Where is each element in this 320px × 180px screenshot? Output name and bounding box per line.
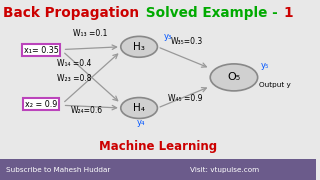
Text: O₅: O₅ bbox=[228, 72, 241, 82]
Text: Solved Example -: Solved Example - bbox=[141, 6, 282, 20]
Text: Visit: vtupulse.com: Visit: vtupulse.com bbox=[190, 167, 259, 173]
Circle shape bbox=[210, 64, 258, 91]
Text: Output y: Output y bbox=[259, 82, 291, 88]
Text: y₅: y₅ bbox=[261, 61, 269, 70]
Text: y₄: y₄ bbox=[136, 118, 145, 127]
Text: W₃₅=0.3: W₃₅=0.3 bbox=[170, 37, 203, 46]
Text: Subscribe to Mahesh Huddar: Subscribe to Mahesh Huddar bbox=[6, 167, 111, 173]
Circle shape bbox=[121, 98, 157, 118]
Text: x₂ = 0.9: x₂ = 0.9 bbox=[25, 100, 57, 109]
Circle shape bbox=[121, 36, 157, 57]
Text: W₂₃ =0.8: W₂₃ =0.8 bbox=[57, 74, 92, 83]
Text: y₃: y₃ bbox=[164, 32, 172, 41]
Text: W₂₄=0.6: W₂₄=0.6 bbox=[71, 106, 103, 115]
Text: H₃: H₃ bbox=[133, 42, 145, 52]
Text: x₁= 0.35: x₁= 0.35 bbox=[24, 46, 59, 55]
Text: W₄₅ =0.9: W₄₅ =0.9 bbox=[168, 94, 202, 103]
Text: H₄: H₄ bbox=[133, 103, 145, 113]
Text: W₁₃ =0.1: W₁₃ =0.1 bbox=[73, 29, 107, 38]
Text: W₁₄ =0.4: W₁₄ =0.4 bbox=[57, 59, 92, 68]
Text: 1: 1 bbox=[283, 6, 292, 20]
FancyBboxPatch shape bbox=[0, 159, 316, 180]
Text: Machine Learning: Machine Learning bbox=[99, 140, 217, 153]
Text: Back Propagation: Back Propagation bbox=[3, 6, 139, 20]
